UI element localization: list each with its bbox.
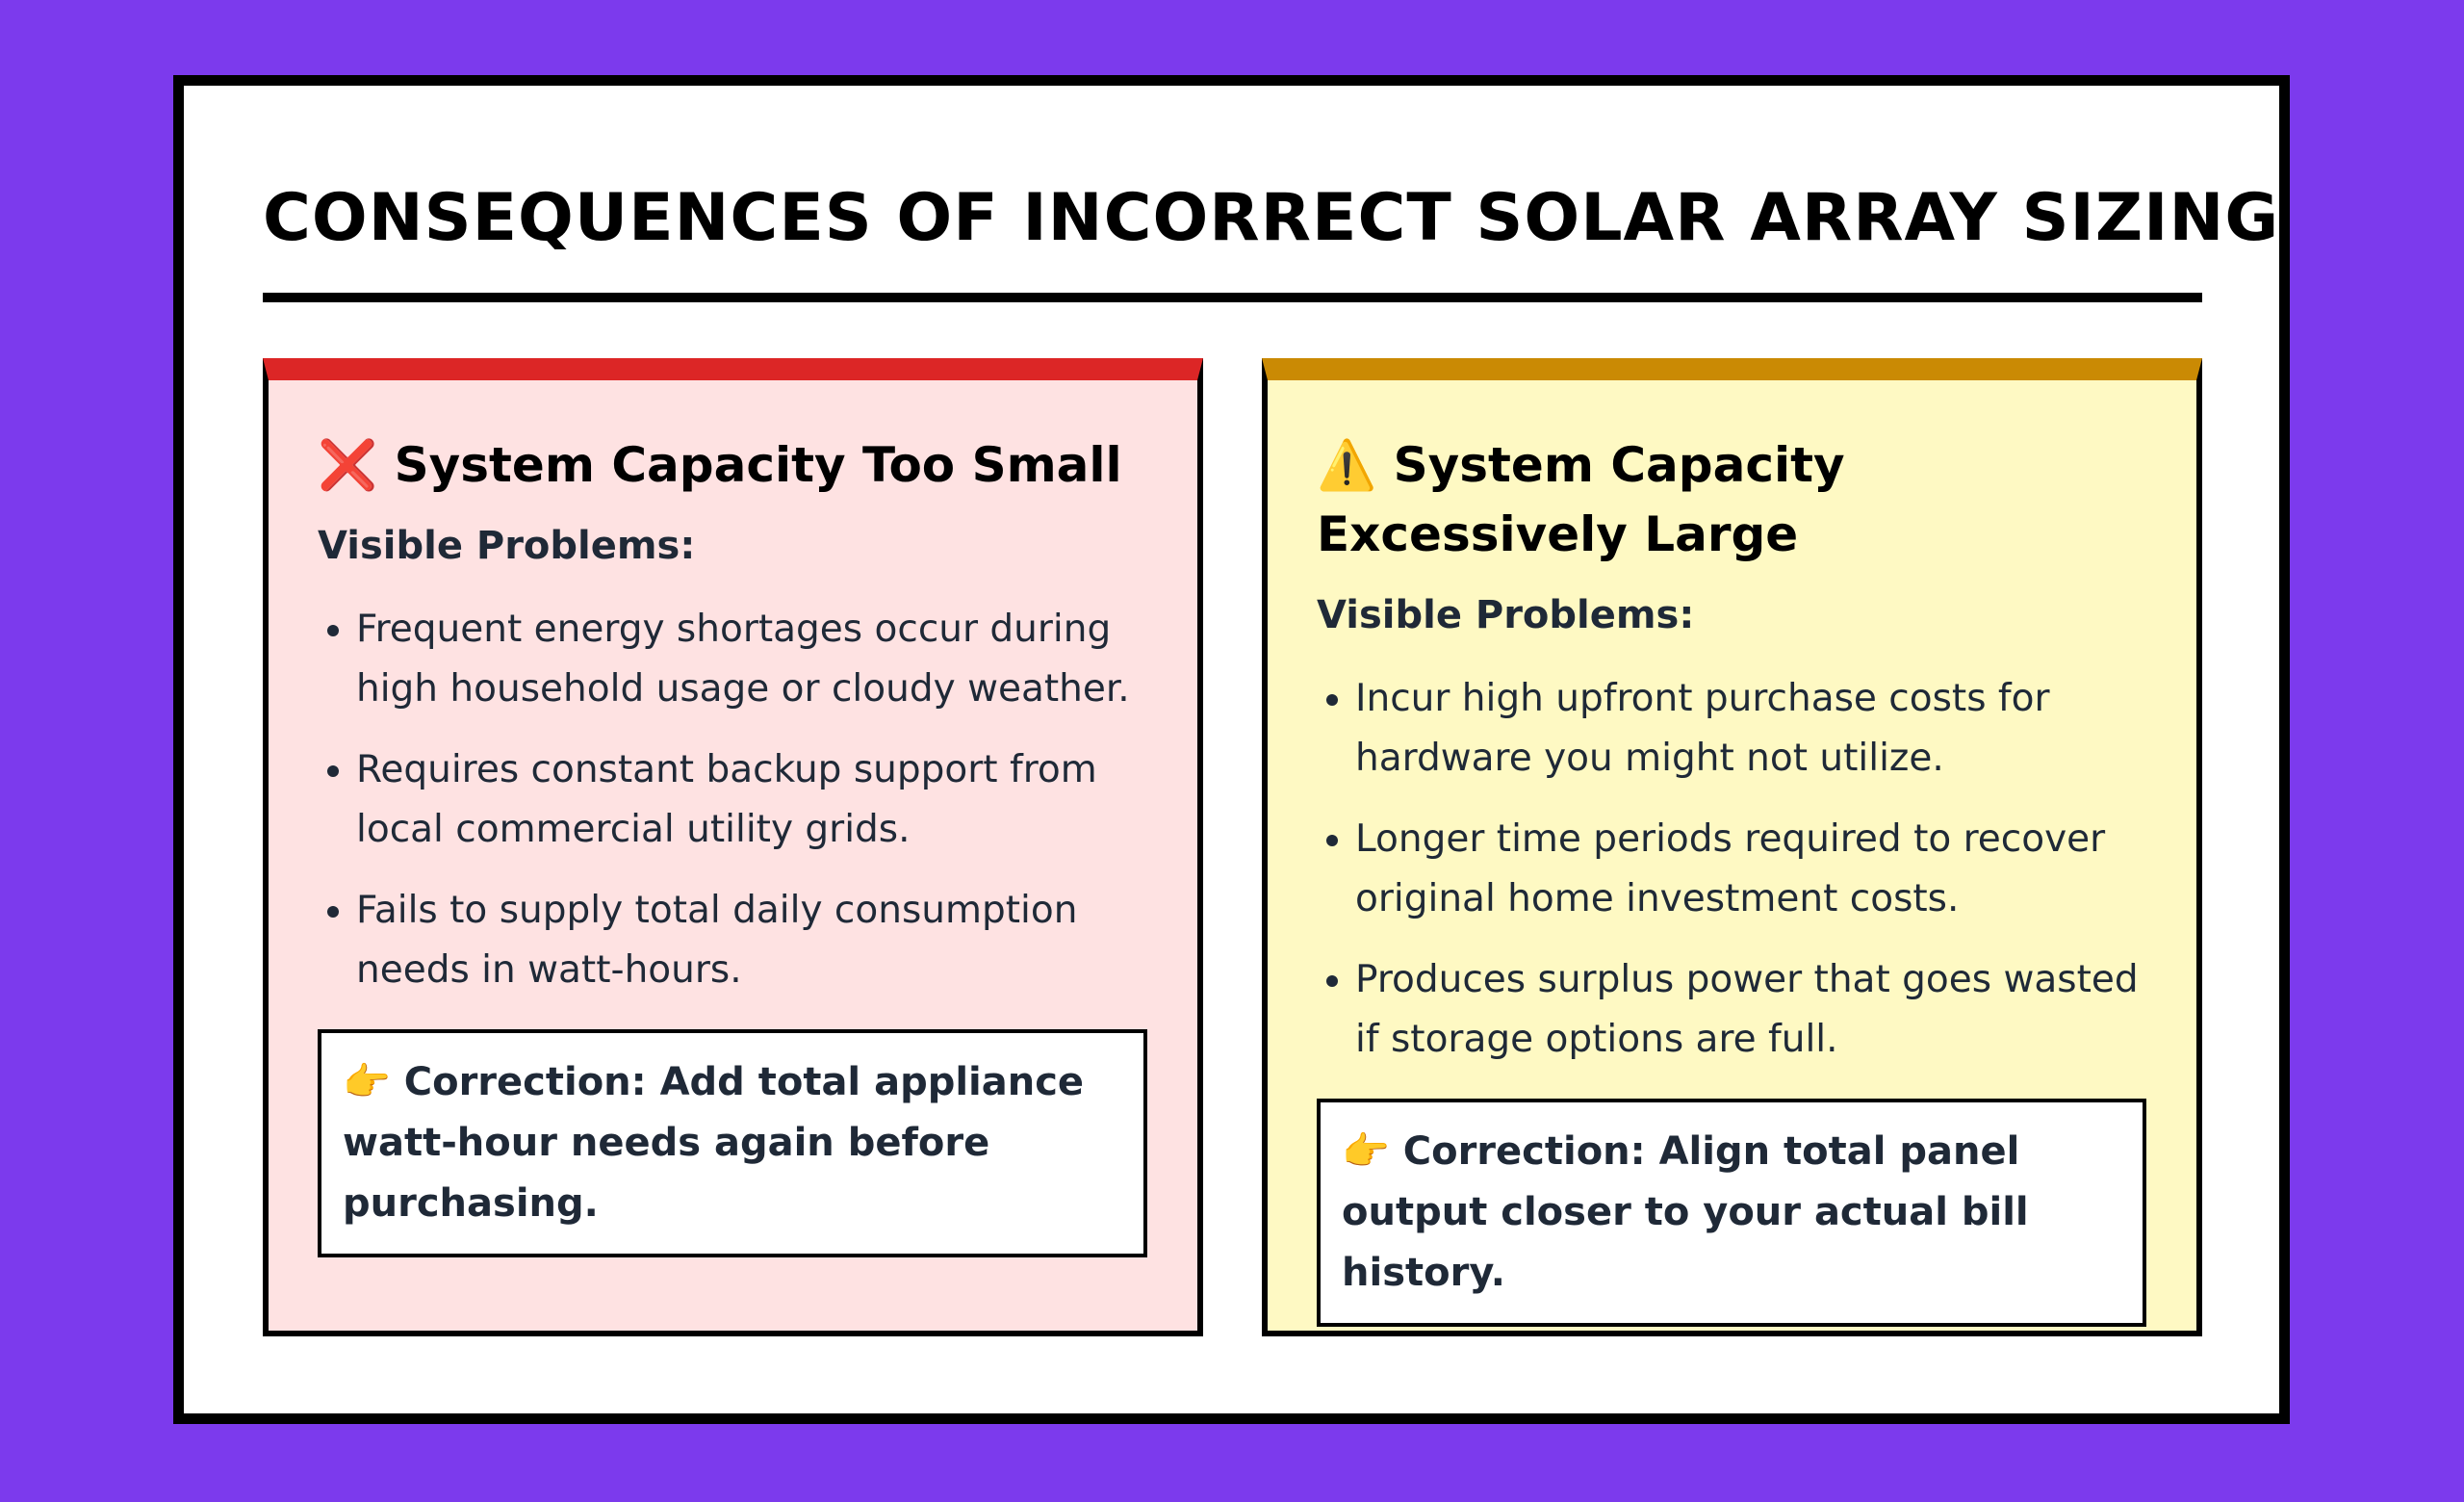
panel-subheading: Visible Problems: bbox=[1317, 593, 1695, 637]
page-title: CONSEQUENCES OF INCORRECT SOLAR ARRAY SI… bbox=[263, 180, 2280, 256]
problem-list: Frequent energy shortages occur during h… bbox=[318, 600, 1149, 1000]
correction-box: 👉 Correction: Align total panel output c… bbox=[1317, 1099, 2146, 1327]
panel-heading: ❌ System Capacity Too Small bbox=[318, 437, 1122, 493]
problem-item: Longer time periods required to recover … bbox=[1355, 810, 2148, 929]
problem-item: Incur high upfront purchase costs for ha… bbox=[1355, 669, 2148, 789]
problem-item: Requires constant backup support from lo… bbox=[356, 740, 1149, 860]
problem-list: Incur high upfront purchase costs for ha… bbox=[1317, 669, 2148, 1070]
panel-heading: ⚠️ System Capacity Excessively Large bbox=[1317, 437, 1845, 562]
panel-subheading: Visible Problems: bbox=[318, 524, 696, 568]
panel: ❌ System Capacity Too Small Visible Probl… bbox=[263, 358, 1203, 1336]
card: CONSEQUENCES OF INCORRECT SOLAR ARRAY SI… bbox=[173, 75, 2290, 1424]
problem-item: Fails to supply total daily consumption … bbox=[356, 881, 1149, 1000]
panel: ⚠️ System Capacity Excessively Large Visi… bbox=[1262, 358, 2202, 1336]
divider bbox=[263, 293, 2202, 302]
problem-item: Produces surplus power that goes wasted … bbox=[1355, 950, 2148, 1070]
correction-box: 👉 Correction: Add total appliance watt-h… bbox=[318, 1029, 1147, 1257]
problem-item: Frequent energy shortages occur during h… bbox=[356, 600, 1149, 719]
